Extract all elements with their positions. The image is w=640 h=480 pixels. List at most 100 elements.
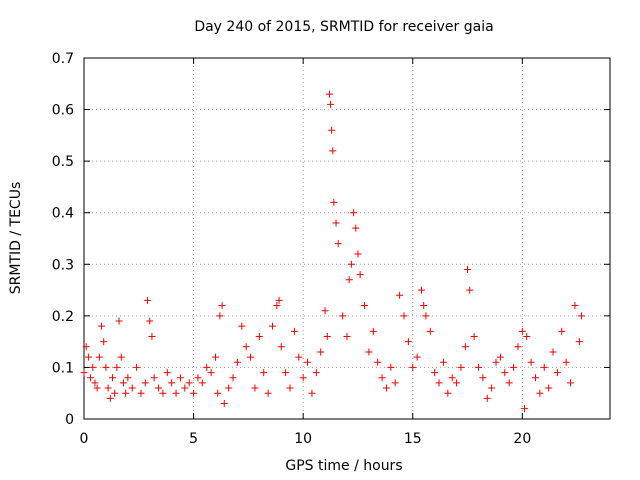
data-point: [225, 384, 233, 392]
data-point: [567, 379, 575, 387]
data-point: [268, 322, 276, 330]
data-point: [317, 348, 325, 356]
data-point: [168, 379, 176, 387]
data-point: [418, 286, 426, 294]
data-point: [87, 374, 95, 382]
data-point: [354, 250, 362, 258]
data-point: [98, 322, 106, 330]
x-tick-label: 10: [294, 431, 312, 447]
data-point: [521, 405, 529, 413]
data-point: [329, 147, 337, 155]
data-point: [216, 312, 224, 320]
data-point: [527, 358, 535, 366]
x-tick-label: 5: [189, 431, 198, 447]
data-point: [172, 389, 180, 397]
data-point: [277, 343, 285, 351]
data-point: [102, 363, 110, 371]
data-point: [212, 353, 219, 361]
data-point: [431, 369, 439, 377]
data-point: [203, 363, 211, 371]
data-point: [343, 332, 351, 340]
data-point: [540, 363, 548, 371]
data-point: [220, 400, 228, 408]
data-point: [119, 379, 127, 387]
grid: [84, 58, 610, 419]
data-point: [80, 369, 88, 377]
data-point: [304, 358, 312, 366]
data-point: [155, 384, 163, 392]
data-point: [387, 363, 395, 371]
data-point: [558, 327, 566, 335]
data-point: [133, 363, 141, 371]
data-point: [409, 363, 417, 371]
data-point: [84, 353, 92, 361]
data-point: [264, 389, 272, 397]
data-point: [214, 389, 222, 397]
data-point: [295, 353, 303, 361]
data-point: [382, 384, 390, 392]
data-point: [352, 224, 360, 232]
data-point: [575, 338, 583, 346]
data-point: [470, 332, 478, 340]
data-point: [113, 363, 121, 371]
data-point: [339, 312, 347, 320]
data-point: [91, 379, 99, 387]
data-point: [327, 100, 335, 108]
plot-frame: [83, 57, 611, 420]
data-point: [218, 302, 226, 310]
data-point: [578, 312, 586, 320]
data-point: [163, 369, 171, 377]
data-point: [523, 332, 531, 340]
data-point: [492, 358, 500, 366]
data-point: [190, 389, 198, 397]
data-point: [141, 379, 149, 387]
data-point: [453, 379, 461, 387]
data-point: [185, 379, 193, 387]
data-point: [457, 363, 465, 371]
data-point: [350, 209, 358, 217]
data-point: [255, 332, 263, 340]
data-point: [475, 363, 482, 371]
data-point: [233, 358, 241, 366]
data-point: [330, 198, 338, 206]
x-tick-label: 15: [404, 431, 422, 447]
data-point: [420, 302, 428, 310]
data-point: [286, 384, 294, 392]
data-point: [82, 343, 90, 351]
data-point: [404, 338, 412, 346]
data-point: [536, 389, 544, 397]
data-point: [426, 327, 434, 335]
data-point: [242, 343, 250, 351]
data-point: [150, 374, 158, 382]
data-point: [483, 394, 491, 402]
data-point: [501, 369, 509, 377]
data-point: [378, 374, 386, 382]
data-point: [148, 332, 156, 340]
data-point: [464, 265, 472, 273]
data-point: [356, 271, 364, 279]
y-tick-label: 0.1: [52, 360, 74, 376]
data-point: [194, 374, 202, 382]
data-point: [505, 379, 513, 387]
data-point: [510, 363, 518, 371]
data-point: [159, 389, 167, 397]
data-point: [117, 353, 125, 361]
chart-title: Day 240 of 2015, SRMTID for receiver gai…: [194, 19, 493, 35]
data-point: [247, 353, 255, 361]
data-point: [374, 358, 382, 366]
data-point: [290, 327, 298, 335]
data-point: [229, 374, 237, 382]
data-point: [531, 374, 539, 382]
data-point: [100, 338, 108, 346]
data-point: [400, 312, 408, 320]
data-point: [479, 374, 487, 382]
data-point: [334, 240, 342, 248]
data-point: [413, 353, 421, 361]
data-point: [111, 389, 119, 397]
data-point: [325, 90, 333, 98]
data-point: [562, 358, 570, 366]
data-point: [115, 317, 123, 325]
data-point: [496, 353, 504, 361]
data-point: [369, 327, 377, 335]
